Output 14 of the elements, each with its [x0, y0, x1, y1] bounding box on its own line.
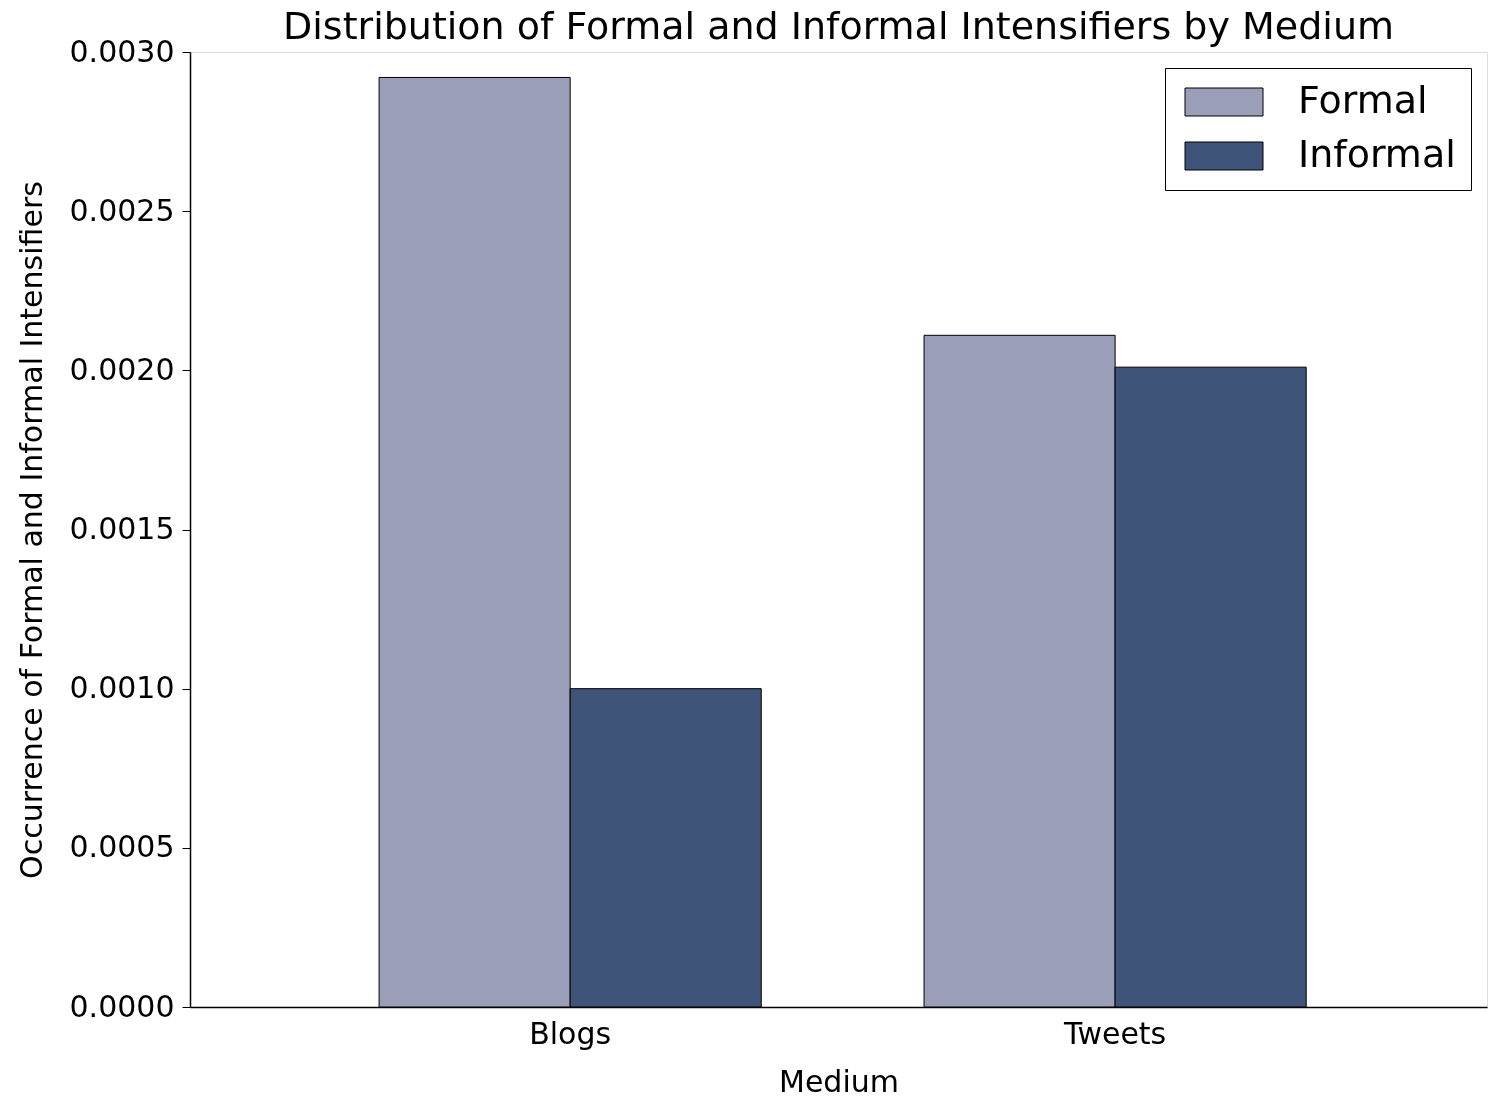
y-tick-label: 0.0005: [69, 829, 175, 865]
x-tick-label: Blogs: [529, 1015, 612, 1051]
x-tick-label: Tweets: [1063, 1015, 1167, 1051]
y-tick-label: 0.0030: [69, 33, 175, 69]
legend-label: Formal: [1298, 78, 1428, 122]
y-axis-title: Occurrence of Formal and Informal Intensifiers: [13, 181, 49, 879]
y-tick-label: 0.0015: [69, 511, 175, 546]
legend-label: Informal: [1298, 132, 1456, 176]
y-tick-label: 0.0020: [69, 351, 175, 387]
y-tick-label: 0.0000: [69, 988, 175, 1024]
y-tick-label: 0.0025: [69, 192, 175, 228]
chart-title: Distribution of Formal and Informal Intensifiers by Medium: [283, 4, 1394, 48]
y-tick-label: 0.0010: [69, 670, 175, 706]
x-axis-title: Medium: [779, 1063, 899, 1098]
